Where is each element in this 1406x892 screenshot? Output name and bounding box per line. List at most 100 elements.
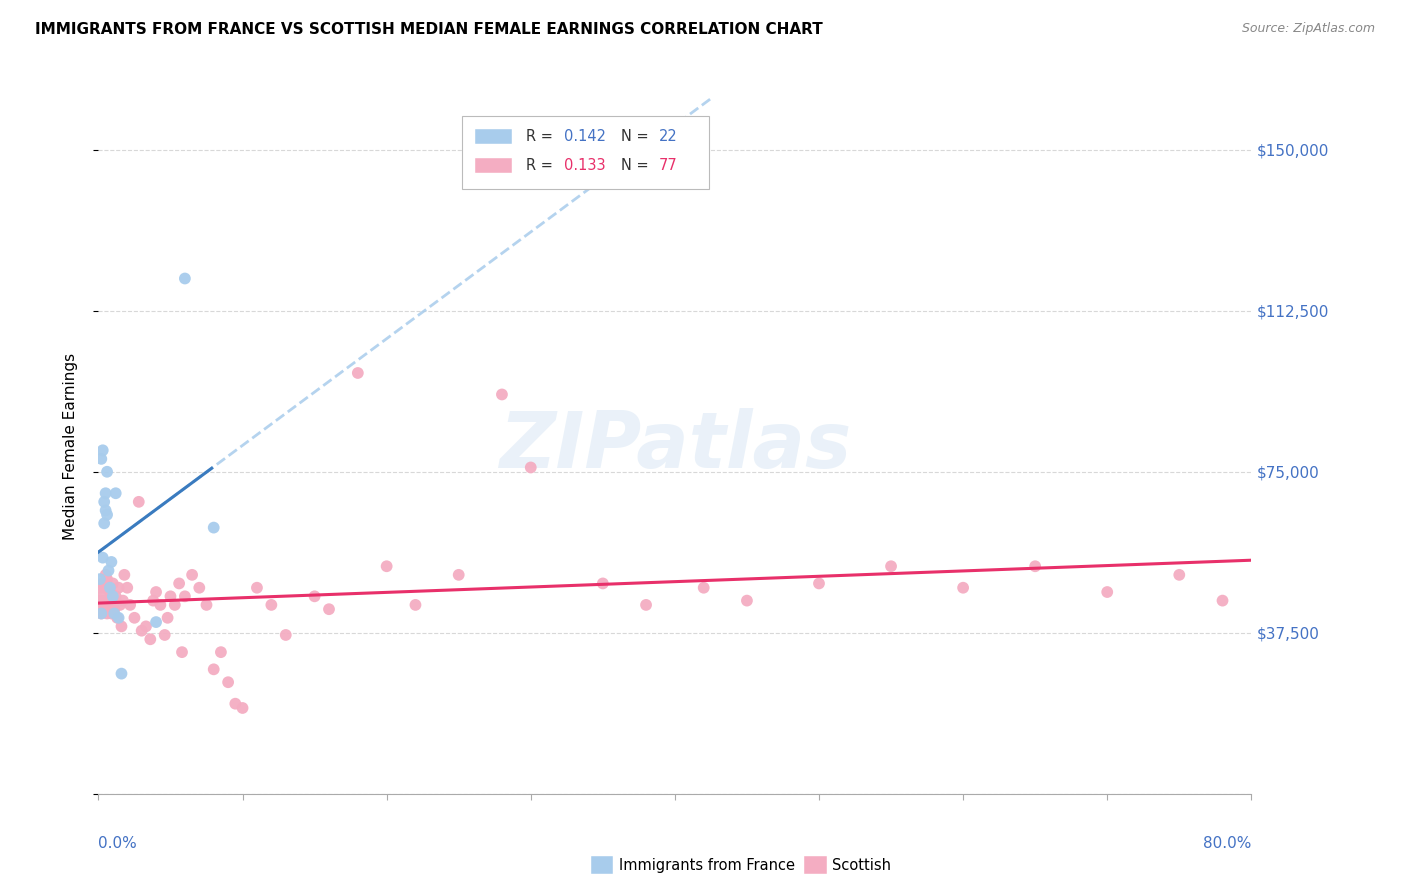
Point [592, 576, 614, 591]
Point [107, 581, 129, 595]
Point [880, 559, 903, 574]
Point [159, 590, 181, 604]
Point [96, 607, 118, 621]
Point [153, 628, 176, 642]
Point [98, 585, 121, 599]
Point [1168, 567, 1191, 582]
Point [98, 602, 121, 616]
Point [101, 576, 124, 591]
Point [101, 598, 124, 612]
Point [111, 593, 134, 607]
Point [91, 576, 114, 591]
Point [520, 460, 543, 475]
Point [105, 611, 128, 625]
Point [90, 607, 112, 621]
Text: Source: ZipAtlas.com: Source: ZipAtlas.com [1241, 22, 1375, 36]
Point [260, 598, 283, 612]
Point [91, 443, 114, 458]
Point [96, 508, 118, 522]
Point [163, 598, 186, 612]
Text: Immigrants from France: Immigrants from France [619, 858, 794, 872]
Point [98, 581, 121, 595]
Point [491, 387, 513, 401]
Point [93, 581, 115, 595]
Point [170, 645, 193, 659]
Point [1212, 593, 1234, 607]
Point [104, 486, 127, 500]
Point [94, 503, 117, 517]
Text: N =: N = [620, 158, 652, 173]
Text: IMMIGRANTS FROM FRANCE VS SCOTTISH MEDIAN FEMALE EARNINGS CORRELATION CHART: IMMIGRANTS FROM FRANCE VS SCOTTISH MEDIA… [35, 22, 823, 37]
Point [128, 495, 150, 509]
Point [112, 567, 135, 582]
Point [209, 645, 232, 659]
Point [120, 598, 142, 612]
Point [346, 366, 368, 380]
Point [93, 495, 115, 509]
Point [89, 572, 111, 586]
Point [145, 585, 167, 599]
Point [693, 581, 716, 595]
Text: N =: N = [620, 128, 652, 144]
Point [405, 598, 427, 612]
Point [90, 607, 112, 621]
Point [1024, 559, 1046, 574]
Point [100, 555, 122, 569]
Bar [461, 116, 710, 188]
Point [110, 619, 132, 633]
Point [91, 550, 114, 565]
Point [96, 572, 118, 586]
Text: 0.0%: 0.0% [98, 836, 138, 851]
Point [142, 593, 165, 607]
Point [97, 581, 120, 595]
Point [952, 581, 974, 595]
Point [195, 598, 218, 612]
Point [375, 559, 398, 574]
Point [318, 602, 340, 616]
Point [202, 662, 225, 676]
Point [231, 701, 254, 715]
Point [97, 564, 120, 578]
Point [94, 567, 117, 582]
Point [224, 697, 246, 711]
Point [188, 581, 211, 595]
Point [131, 624, 153, 638]
Point [246, 581, 269, 595]
Point [97, 598, 120, 612]
Point [181, 567, 204, 582]
Text: R =: R = [526, 128, 558, 144]
Point [217, 675, 239, 690]
Point [94, 602, 117, 616]
Point [807, 576, 830, 591]
Point [110, 666, 132, 681]
Point [100, 593, 122, 607]
Text: 22: 22 [659, 128, 678, 144]
Point [167, 576, 190, 591]
Text: ZIPatlas: ZIPatlas [499, 408, 851, 484]
Point [735, 593, 758, 607]
Point [91, 590, 114, 604]
Point [447, 567, 470, 582]
Point [156, 611, 179, 625]
Point [94, 593, 117, 607]
Point [135, 619, 157, 633]
Bar [475, 158, 512, 173]
Point [149, 598, 172, 612]
Point [145, 615, 167, 629]
Point [100, 607, 122, 621]
Point [174, 271, 197, 285]
Text: Scottish: Scottish [832, 858, 891, 872]
Text: 0.142: 0.142 [564, 128, 606, 144]
Point [93, 598, 115, 612]
Point [93, 516, 115, 531]
Point [202, 520, 225, 534]
Point [89, 593, 111, 607]
Text: 77: 77 [659, 158, 678, 173]
Point [274, 628, 297, 642]
Point [174, 590, 197, 604]
Point [90, 451, 112, 466]
Point [104, 590, 127, 604]
Point [103, 602, 125, 616]
Point [101, 590, 124, 604]
Text: 80.0%: 80.0% [1204, 836, 1251, 851]
